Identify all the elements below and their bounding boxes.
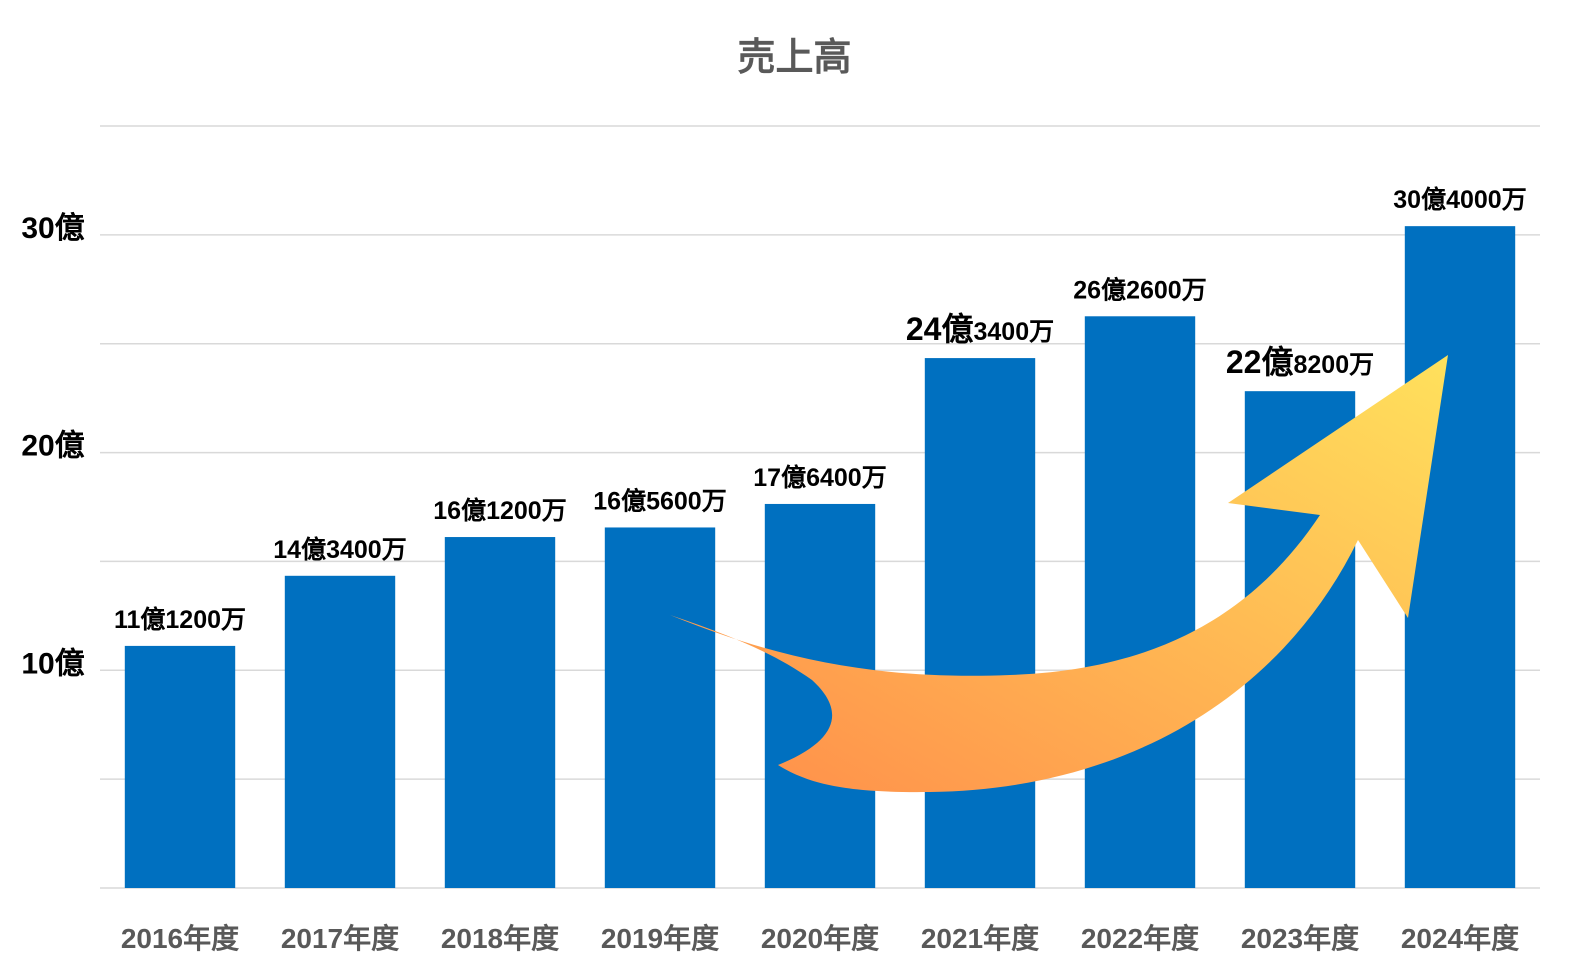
data-label-2018年度: 16億1200万 — [433, 496, 566, 525]
data-label-2023年度: 22億8200万 — [1226, 344, 1374, 380]
x-tick-label: 2017年度 — [281, 922, 399, 954]
bar-2022年度 — [1084, 316, 1196, 888]
bar-2016年度 — [124, 645, 236, 888]
x-tick-label: 2021年度 — [921, 922, 1039, 954]
x-tick-label: 2022年度 — [1081, 922, 1199, 954]
bar-2019年度 — [604, 527, 716, 888]
x-tick-label: 2023年度 — [1241, 922, 1359, 954]
y-axis-ticks: 10億 20億 30億 — [21, 212, 84, 680]
bar-2018年度 — [444, 537, 556, 888]
bar-2024年度 — [1404, 226, 1516, 889]
x-tick-label: 2024年度 — [1401, 922, 1519, 954]
growth-arrow-shape — [670, 355, 1448, 793]
x-axis-ticks: 2016年度 2017年度 2018年度 2019年度 2020年度 2021年度 2022… — [121, 922, 1519, 954]
x-tick-label: 2018年度 — [441, 922, 559, 954]
chart-title: 売上高 — [737, 37, 852, 79]
x-tick-label: 2020年度 — [761, 922, 879, 954]
x-tick-label: 2016年度 — [121, 922, 239, 954]
bar-2021年度 — [924, 358, 1036, 888]
bars — [124, 226, 1516, 889]
data-labels: 11億1200万 14億3400万 16億1200万 16億5600万 17億6400万… — [114, 185, 1527, 634]
data-label-2016年度: 11億1200万 — [114, 605, 246, 634]
data-label-2017年度: 14億3400万 — [273, 535, 406, 564]
data-label-2020年度: 17億6400万 — [753, 463, 886, 492]
data-label-2022年度: 26億2600万 — [1073, 275, 1206, 304]
bar-2017年度 — [284, 575, 396, 888]
data-label-2019年度: 16億5600万 — [593, 486, 726, 515]
growth-arrow — [670, 355, 1448, 793]
x-tick-label: 2019年度 — [601, 922, 719, 954]
data-label-2024年度: 30億4000万 — [1393, 185, 1526, 214]
y-tick-label: 20億 — [21, 430, 84, 463]
y-tick-label: 30億 — [21, 212, 84, 245]
y-tick-label: 10億 — [21, 647, 84, 680]
data-label-2021年度: 24億3400万 — [906, 311, 1054, 347]
